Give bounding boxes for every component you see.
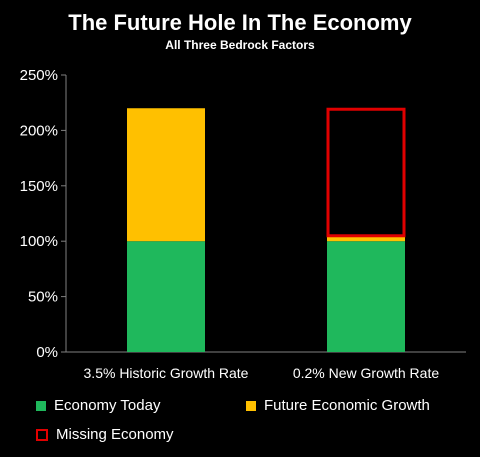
legend-swatch-missing-economy — [36, 428, 48, 441]
x-category-label: 3.5% Historic Growth Rate — [84, 365, 249, 381]
y-tick-label: 50% — [28, 289, 58, 306]
bar-economy-today-1 — [127, 241, 205, 352]
legend-swatch-future-economic-growth — [246, 400, 256, 411]
bar-missing-economy-2 — [326, 107, 406, 238]
y-tick-label: 250% — [20, 67, 58, 84]
legend-label-economy-today: Economy Today — [54, 397, 161, 414]
y-tick-label: 0% — [36, 344, 58, 361]
legend-swatch-economy-today — [36, 400, 46, 411]
bar-future-economic-growth-2 — [327, 236, 405, 242]
y-tick-label: 200% — [20, 122, 58, 139]
bar-series — [127, 107, 406, 352]
legend-item-economy-today: Economy Today — [36, 397, 160, 414]
y-tick-label: 100% — [20, 233, 58, 250]
y-tick-label: 150% — [20, 178, 58, 195]
y-axis-ticks: 0% 50% 100% 150% 200% 250% — [20, 67, 66, 361]
legend-item-future-economic-growth: Future Economic Growth — [246, 397, 430, 414]
chart-subtitle: All Three Bedrock Factors — [165, 38, 315, 52]
x-category-label: 0.2% New Growth Rate — [293, 365, 439, 381]
bar-economy-today-2 — [327, 241, 405, 352]
legend-item-missing-economy: Missing Economy — [36, 426, 174, 443]
legend-label-missing-economy: Missing Economy — [56, 426, 174, 443]
chart-title: The Future Hole In The Economy — [68, 10, 412, 35]
bar-future-economic-growth-1 — [127, 108, 205, 242]
x-axis-labels: 3.5% Historic Growth Rate 0.2% New Growth… — [84, 365, 440, 381]
legend-label-future-economic-growth: Future Economic Growth — [264, 397, 430, 414]
